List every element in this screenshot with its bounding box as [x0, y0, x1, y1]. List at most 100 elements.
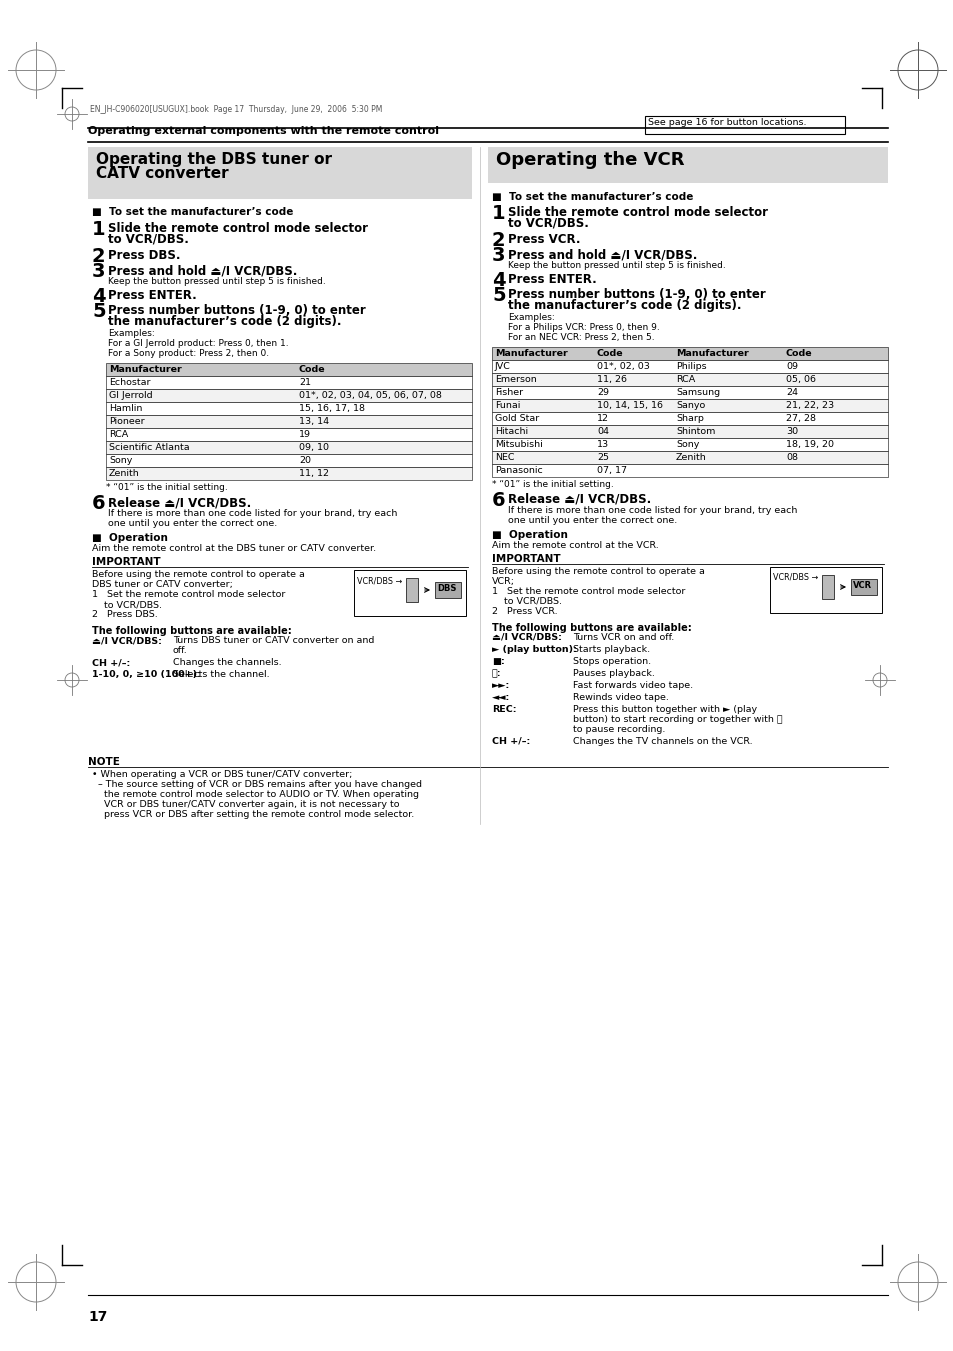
- Text: Manufacturer: Manufacturer: [676, 349, 748, 358]
- Text: 17: 17: [88, 1310, 108, 1324]
- Bar: [492, 347, 887, 359]
- Text: JVC: JVC: [495, 362, 511, 372]
- Text: 21: 21: [298, 378, 311, 386]
- Bar: [492, 386, 887, 399]
- Text: Keep the button pressed until step 5 is finished.: Keep the button pressed until step 5 is …: [108, 277, 325, 286]
- Text: Sanyo: Sanyo: [676, 401, 704, 409]
- Text: Release ⏏/I VCR/DBS.: Release ⏏/I VCR/DBS.: [507, 493, 651, 507]
- Bar: [492, 399, 887, 412]
- Text: 24: 24: [785, 388, 797, 397]
- Text: DBS: DBS: [436, 584, 456, 593]
- Text: 12: 12: [597, 413, 608, 423]
- Text: IMPORTANT: IMPORTANT: [492, 554, 560, 563]
- Bar: [821, 576, 833, 598]
- Text: 3: 3: [492, 246, 505, 265]
- Text: For a Philips VCR: Press 0, then 9.: For a Philips VCR: Press 0, then 9.: [507, 323, 659, 332]
- Text: Zenith: Zenith: [109, 469, 139, 478]
- Text: 5: 5: [91, 303, 106, 322]
- Bar: [106, 363, 472, 376]
- Text: See page 16 for button locations.: See page 16 for button locations.: [647, 118, 805, 127]
- Text: Sony: Sony: [676, 440, 699, 449]
- Text: VCR or DBS tuner/CATV converter again, it is not necessary to: VCR or DBS tuner/CATV converter again, i…: [91, 800, 399, 809]
- Text: ⏸:: ⏸:: [492, 669, 501, 678]
- Text: 13: 13: [597, 440, 608, 449]
- Text: RCA: RCA: [109, 430, 128, 439]
- Text: The following buttons are available:: The following buttons are available:: [91, 626, 292, 636]
- Bar: [106, 428, 472, 440]
- Text: Samsung: Samsung: [676, 388, 720, 397]
- Text: Echostar: Echostar: [109, 378, 151, 386]
- Text: the remote control mode selector to AUDIO or TV. When operating: the remote control mode selector to AUDI…: [91, 790, 418, 798]
- Text: Fast forwards video tape.: Fast forwards video tape.: [573, 681, 693, 690]
- Text: Keep the button pressed until step 5 is finished.: Keep the button pressed until step 5 is …: [507, 261, 725, 270]
- Text: to VCR/DBS.: to VCR/DBS.: [108, 232, 189, 246]
- Text: ■  Operation: ■ Operation: [91, 534, 168, 543]
- Text: Philips: Philips: [676, 362, 706, 372]
- Text: Emerson: Emerson: [495, 376, 537, 384]
- Text: IMPORTANT: IMPORTANT: [91, 557, 160, 567]
- Text: off.: off.: [172, 646, 188, 655]
- Text: Mitsubishi: Mitsubishi: [495, 440, 542, 449]
- Text: Hitachi: Hitachi: [495, 427, 528, 436]
- Text: Turns VCR on and off.: Turns VCR on and off.: [573, 634, 674, 642]
- Text: VCR;: VCR;: [492, 577, 515, 586]
- Text: Fisher: Fisher: [495, 388, 522, 397]
- Text: 2: 2: [91, 247, 106, 266]
- Text: Starts playback.: Starts playback.: [573, 644, 649, 654]
- Text: ■  To set the manufacturer’s code: ■ To set the manufacturer’s code: [492, 192, 693, 203]
- Text: button) to start recording or together with ⏸: button) to start recording or together w…: [573, 715, 781, 724]
- Text: 29: 29: [597, 388, 608, 397]
- Text: Shintom: Shintom: [676, 427, 715, 436]
- Text: Code: Code: [597, 349, 623, 358]
- Text: Slide the remote control mode selector: Slide the remote control mode selector: [507, 205, 767, 219]
- Text: REC:: REC:: [492, 705, 516, 713]
- Text: 27, 28: 27, 28: [785, 413, 815, 423]
- Text: Press ENTER.: Press ENTER.: [507, 273, 597, 286]
- Bar: [492, 438, 887, 451]
- Text: Changes the TV channels on the VCR.: Changes the TV channels on the VCR.: [573, 738, 752, 746]
- Text: NEC: NEC: [495, 453, 514, 462]
- Text: Slide the remote control mode selector: Slide the remote control mode selector: [108, 222, 368, 235]
- Text: VCR/DBS →: VCR/DBS →: [772, 573, 818, 582]
- Text: Release ⏏/I VCR/DBS.: Release ⏏/I VCR/DBS.: [108, 496, 251, 509]
- Text: 01*, 02, 03: 01*, 02, 03: [597, 362, 649, 372]
- Text: Rewinds video tape.: Rewinds video tape.: [573, 693, 668, 703]
- Bar: [88, 147, 472, 199]
- Text: Zenith: Zenith: [676, 453, 706, 462]
- Text: Press and hold ⏏/I VCR/DBS.: Press and hold ⏏/I VCR/DBS.: [108, 263, 297, 277]
- Text: Press number buttons (1-9, 0) to enter: Press number buttons (1-9, 0) to enter: [108, 304, 365, 317]
- Text: Press number buttons (1-9, 0) to enter: Press number buttons (1-9, 0) to enter: [507, 288, 765, 301]
- Text: 09: 09: [785, 362, 797, 372]
- Text: to VCR/DBS.: to VCR/DBS.: [492, 597, 561, 607]
- Text: Aim the remote control at the DBS tuner or CATV converter.: Aim the remote control at the DBS tuner …: [91, 544, 375, 553]
- Text: ◄◄:: ◄◄:: [492, 693, 510, 703]
- Text: 11, 12: 11, 12: [298, 469, 329, 478]
- Text: Selects the channel.: Selects the channel.: [172, 670, 270, 680]
- Text: 10, 14, 15, 16: 10, 14, 15, 16: [597, 401, 662, 409]
- Text: For a Sony product: Press 2, then 0.: For a Sony product: Press 2, then 0.: [108, 349, 269, 358]
- Text: ► (play button):: ► (play button):: [492, 644, 577, 654]
- Text: Operating the VCR: Operating the VCR: [496, 151, 684, 169]
- Text: ■  Operation: ■ Operation: [492, 530, 567, 540]
- Bar: [492, 451, 887, 463]
- Text: * “01” is the initial setting.: * “01” is the initial setting.: [492, 480, 613, 489]
- Text: – The source setting of VCR or DBS remains after you have changed: – The source setting of VCR or DBS remai…: [91, 780, 421, 789]
- Text: one until you enter the correct one.: one until you enter the correct one.: [507, 516, 677, 526]
- Bar: [406, 578, 417, 603]
- Text: 4: 4: [91, 286, 106, 305]
- Text: * “01” is the initial setting.: * “01” is the initial setting.: [106, 484, 228, 492]
- Text: EN_JH-C906020[USUGUX].book  Page 17  Thursday,  June 29,  2006  5:30 PM: EN_JH-C906020[USUGUX].book Page 17 Thurs…: [90, 105, 382, 113]
- Bar: [106, 467, 472, 480]
- Text: Operating the DBS tuner or: Operating the DBS tuner or: [96, 153, 332, 168]
- Text: If there is more than one code listed for your brand, try each: If there is more than one code listed fo…: [507, 507, 797, 515]
- Bar: [106, 415, 472, 428]
- Bar: [492, 463, 887, 477]
- Text: Press VCR.: Press VCR.: [507, 232, 579, 246]
- Text: 08: 08: [785, 453, 797, 462]
- Bar: [769, 567, 882, 613]
- Text: 6: 6: [492, 490, 505, 509]
- Bar: [488, 147, 887, 182]
- Text: For an NEC VCR: Press 2, then 5.: For an NEC VCR: Press 2, then 5.: [507, 332, 654, 342]
- Text: to VCR/DBS.: to VCR/DBS.: [507, 218, 588, 230]
- Text: 2   Press VCR.: 2 Press VCR.: [492, 607, 558, 616]
